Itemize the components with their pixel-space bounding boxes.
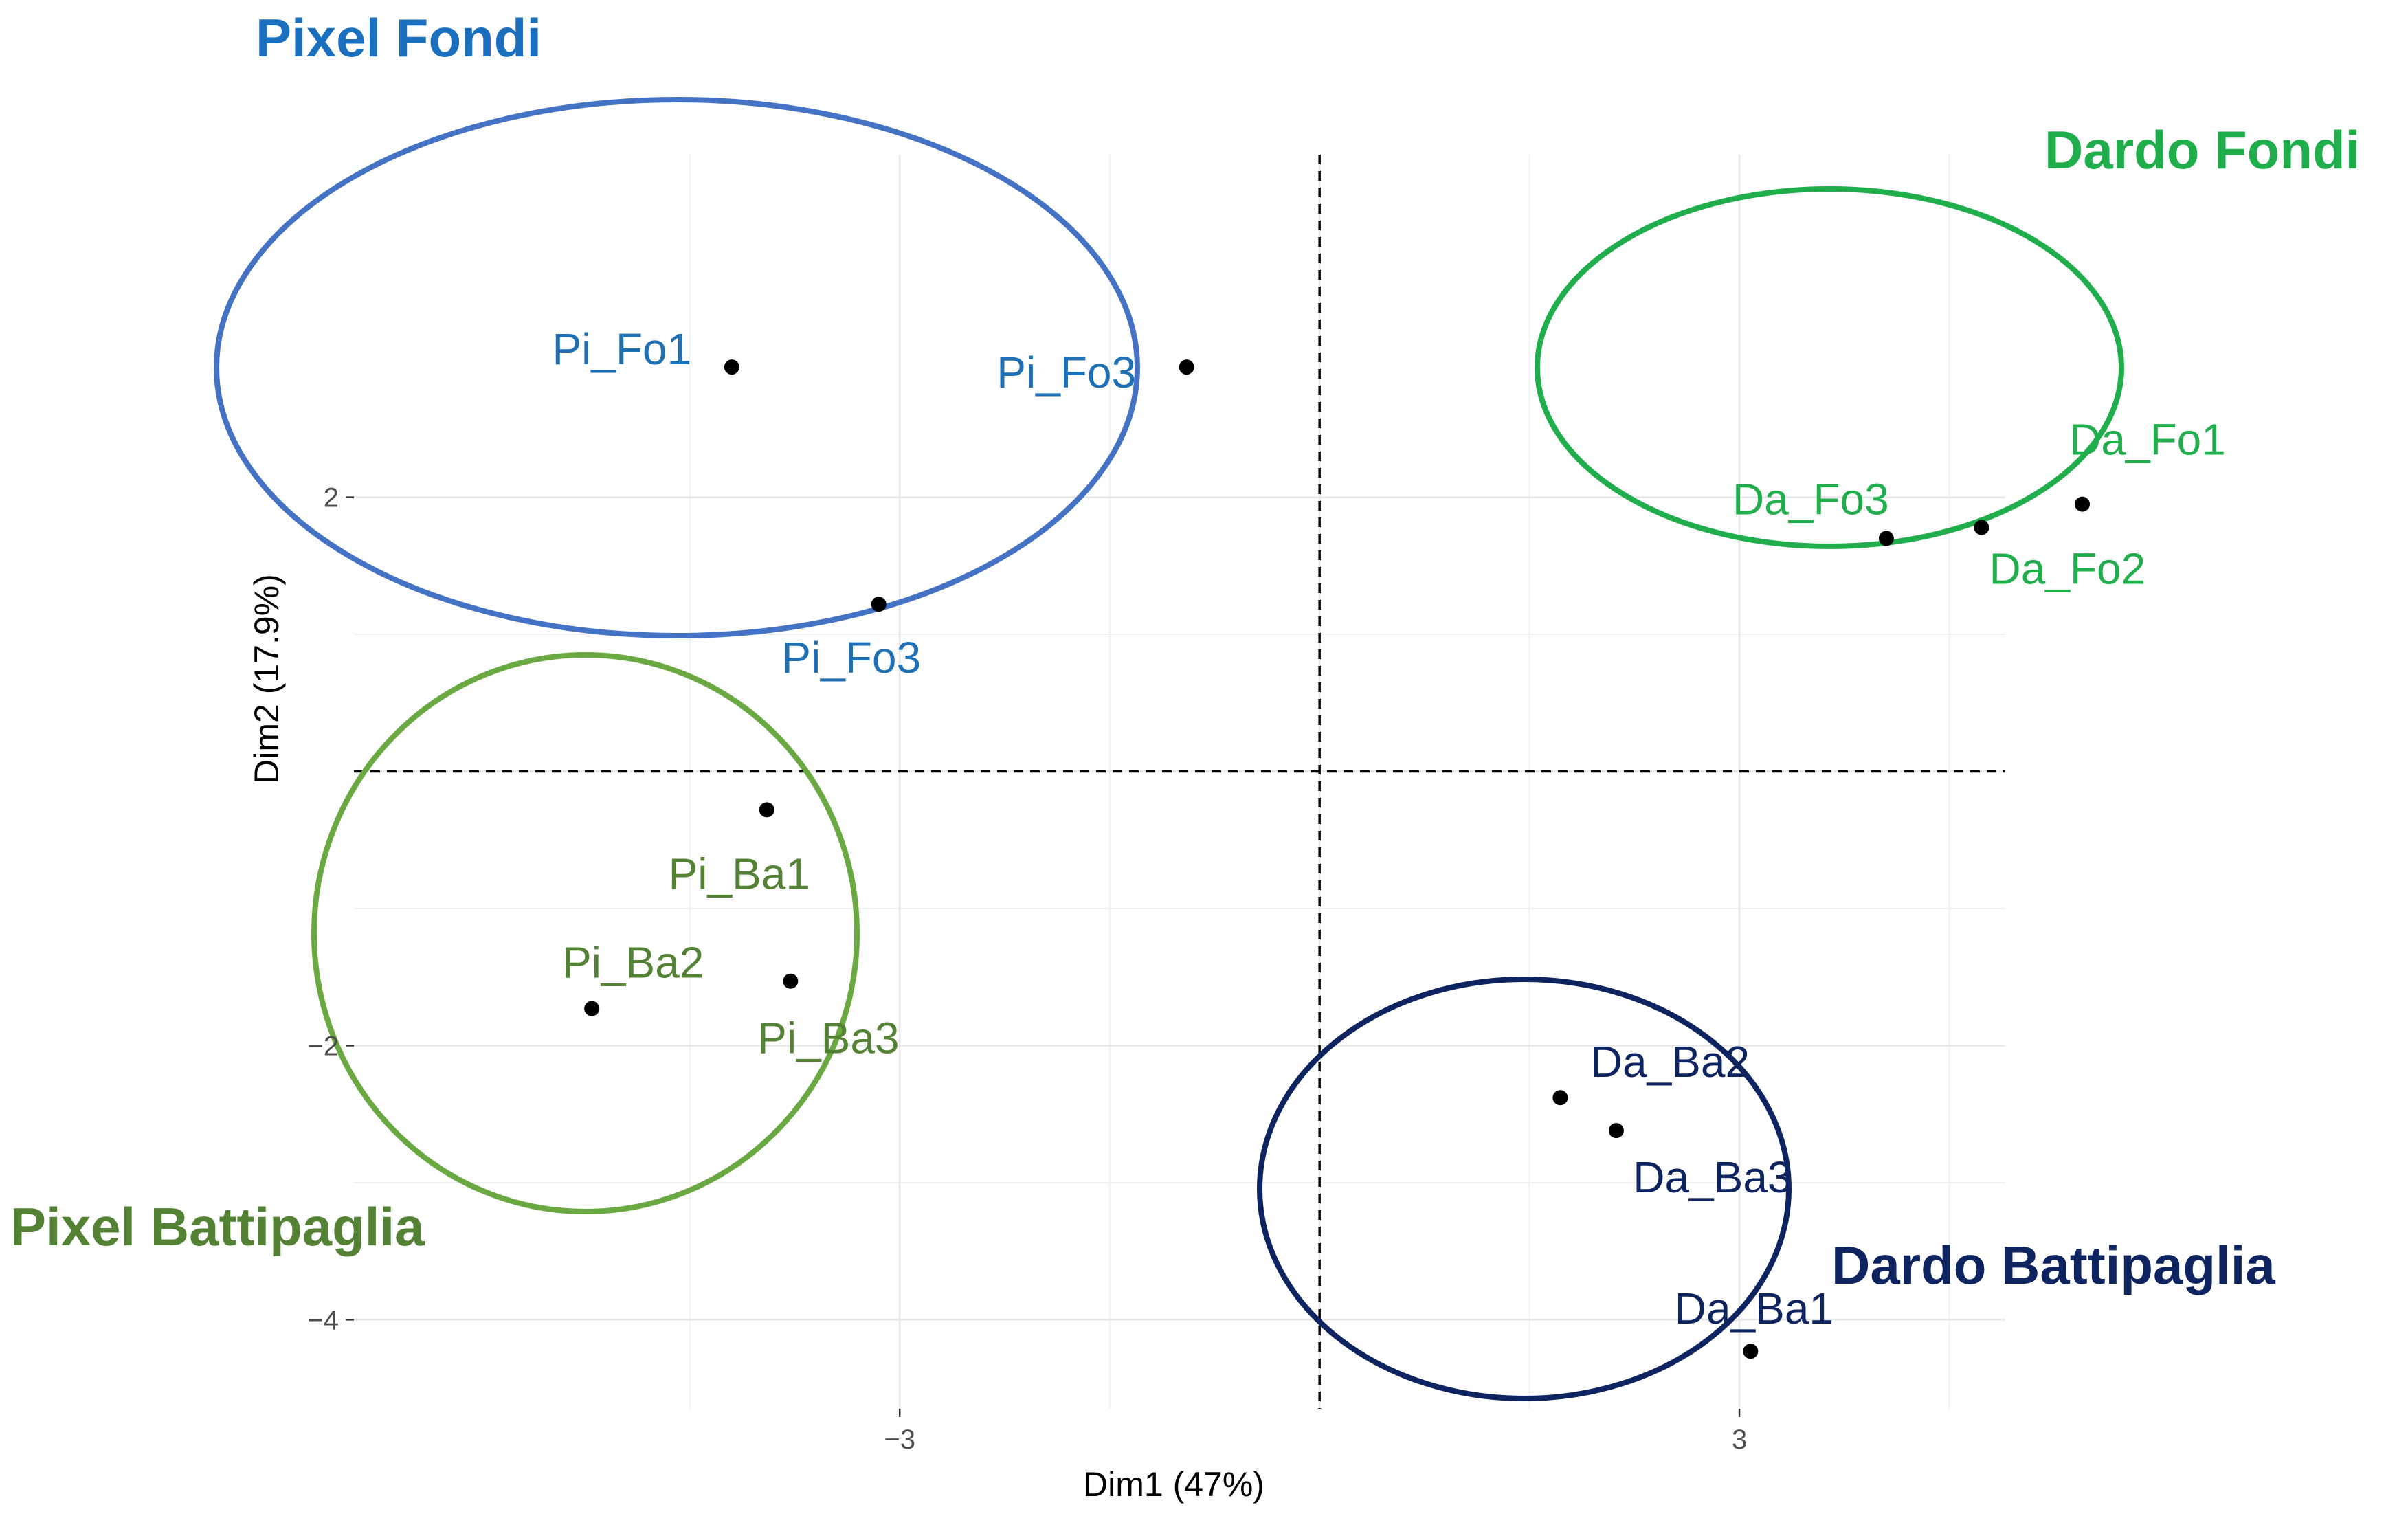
group-ellipse-dardo-battipaglia [1257,977,1792,1401]
y-tick-label: −4 [307,1305,339,1335]
x-axis-title: Dim1 (47%) [1083,1465,1264,1504]
data-point-da-ba3 [1608,1123,1624,1139]
data-point-da-fo2 [1974,520,1989,535]
group-ellipse-pixel-battipaglia [311,652,860,1214]
x-tick-label: −3 [884,1425,915,1455]
y-tick-label: −2 [307,1031,339,1061]
point-label-da-ba2: Da_Ba2 [1591,1037,1750,1086]
data-point-da-fo3 [1878,531,1894,546]
point-label-pi-ba3: Pi_Ba3 [757,1014,899,1063]
y-tick-label: 2 [324,483,339,513]
data-point-pi-fo1 [724,359,739,375]
group-ellipse-pixel-fondi [214,97,1140,638]
group-title-pixel-fondi: Pixel Fondi [256,8,542,68]
point-label-da-fo1: Da_Fo1 [2069,415,2226,465]
y-axis-title: Dim2 (17.9%) [247,574,286,784]
group-title-dardo-battipaglia: Dardo Battipaglia [1831,1235,2275,1295]
group-ellipses [214,97,2124,1401]
group-ellipse-dardo-fondi [1535,186,2124,549]
data-point-da-fo1 [2075,496,2091,512]
group-titles: Pixel Fondi Dardo Fondi Pixel Battipaglia D… [10,8,2360,1295]
data-point-da-ba2 [1552,1090,1568,1106]
point-label-pi-ba1: Pi_Ba1 [669,849,810,898]
point-label-pi-fo1: Pi_Fo1 [552,324,691,374]
point-label-pi-ba2: Pi_Ba2 [562,938,704,988]
data-point-pi-ba2 [584,1001,600,1016]
point-label-da-ba3: Da_Ba3 [1633,1152,1792,1202]
data-point-pi-ba3 [783,973,799,989]
data-point-da-ba1 [1743,1344,1759,1359]
data-point-pi-fo3 [1179,359,1194,375]
reference-lines [354,155,2005,1409]
data-point-pi-ba1 [759,802,774,818]
point-label-pi-fo3: Pi_Fo3 [996,348,1136,397]
data-point-pi-fo3 [871,597,887,612]
group-title-pixel-battipaglia: Pixel Battipaglia [10,1196,425,1257]
point-label-da-fo2: Da_Fo2 [1989,544,2146,594]
point-label-da-ba1: Da_Ba1 [1675,1284,1833,1333]
axis-ticks: 2 −2 −4 −3 3 [307,483,1747,1455]
point-label-pi-fo3: Pi_Fo3 [781,633,921,682]
group-title-dardo-fondi: Dardo Fondi [2044,120,2360,180]
x-tick-label: 3 [1732,1425,1747,1455]
point-labels: Pi_Fo1 Pi_Fo3 Pi_Fo3 Pi_Ba1 Pi_Ba2 Pi_Ba3 Da_F… [552,324,2225,1333]
point-label-da-fo3: Da_Fo3 [1732,474,1889,524]
data-points [584,359,2091,1359]
